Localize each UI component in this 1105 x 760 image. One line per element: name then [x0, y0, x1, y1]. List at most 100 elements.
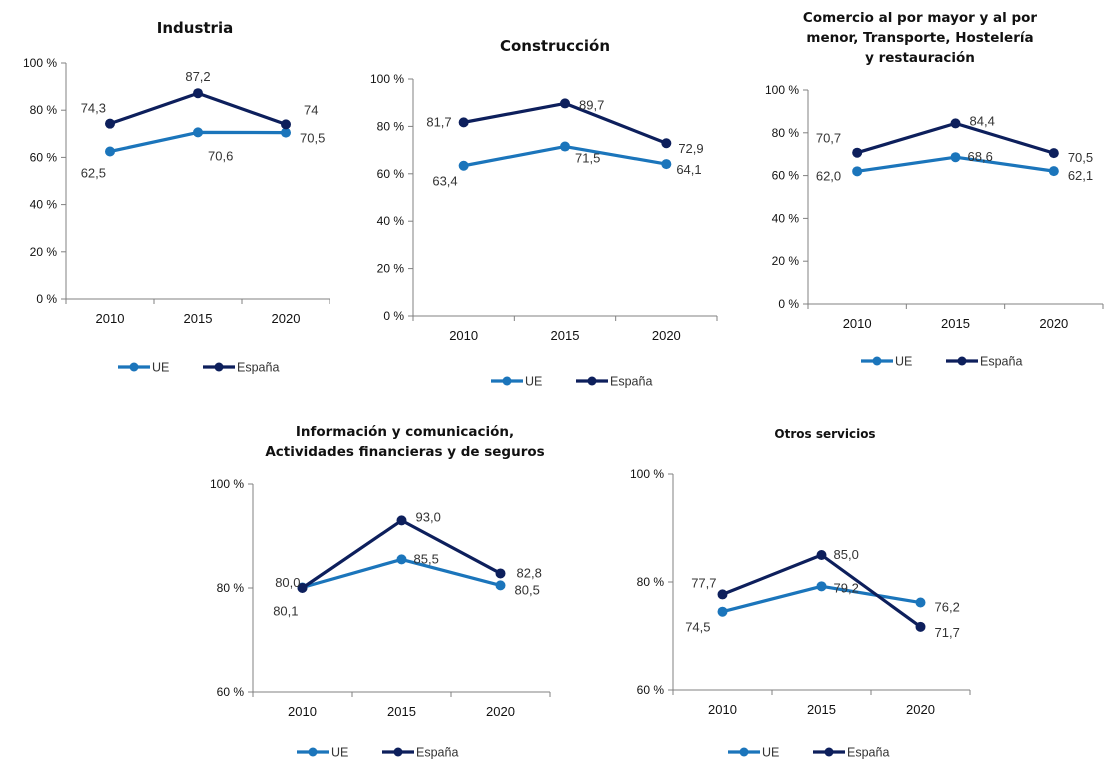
x-tick-label: 2010 [708, 702, 737, 717]
y-tick-label: 0 % [36, 292, 57, 306]
y-tick-label: 80 % [772, 126, 800, 140]
y-tick-label: 0 % [383, 309, 404, 323]
data-label-ue: 79,2 [834, 580, 859, 595]
data-point-espana [193, 88, 203, 99]
legend-label-ue: UE [762, 746, 779, 760]
data-point-ue [193, 127, 203, 138]
y-tick-label: 40 % [772, 211, 800, 225]
data-label-ue: 71,5 [575, 151, 600, 166]
chart-panel-construccion: Construcción 0 % 20 % 40 % 60 % 80 % 100 % 201… [370, 0, 730, 400]
data-point-espana [915, 621, 926, 632]
data-point-ue [281, 127, 291, 138]
y-tick-label: 100 % [210, 477, 244, 491]
legend-marker-ue [739, 747, 749, 757]
data-label-ue: 70,6 [208, 148, 233, 163]
data-label-ue: 80,1 [273, 603, 298, 618]
legend-marker-ue [308, 747, 318, 757]
data-label-espana: 84,4 [970, 113, 995, 128]
chart-panel-industria: Industria 0 % 20 % 40 % 60 % 80 % 100 % 2010 20… [0, 0, 330, 385]
data-label-espana: 70,5 [1068, 150, 1093, 165]
data-label-ue: 68,6 [968, 149, 993, 164]
data-label-espana: 85,0 [834, 547, 859, 562]
line-chart-construccion: 0 % 20 % 40 % 60 % 80 % 100 % 2010 2015 2020 63,4… [370, 72, 718, 389]
chart-title: Información y comunicación, Actividades … [265, 424, 545, 460]
x-tick-label: 2015 [184, 311, 213, 326]
y-tick-label: 100 % [630, 467, 664, 481]
y-tick-label: 60 % [637, 683, 665, 697]
data-label-espana: 72,9 [678, 141, 703, 156]
y-tick-label: 100 % [370, 72, 404, 86]
legend-marker-espana [214, 362, 224, 372]
data-point-espana [950, 118, 961, 129]
data-label-espana: 82,8 [517, 565, 542, 580]
legend-label-ue: UE [331, 746, 348, 760]
chart-panel-informacion: Información y comunicación, Actividades … [180, 410, 580, 760]
y-tick-label: 80 % [217, 581, 245, 595]
y-tick-label: 80 % [30, 103, 58, 117]
chart-title: Industria [156, 19, 234, 37]
y-tick-label: 100 % [23, 56, 57, 70]
x-tick-label: 2020 [652, 328, 681, 343]
chart-title: Otros servicios [774, 427, 876, 441]
data-point-ue [396, 554, 407, 565]
data-label-espana: 89,7 [579, 97, 604, 112]
data-label-espana: 71,7 [935, 625, 960, 640]
legend-label-espana: España [847, 746, 889, 760]
data-point-espana [717, 589, 728, 600]
data-point-ue [661, 159, 672, 170]
y-tick-label: 80 % [377, 119, 405, 133]
legend-marker-espana [957, 356, 967, 366]
x-tick-label: 2010 [288, 704, 317, 719]
data-point-ue [950, 152, 961, 163]
line-chart-industria: 0 % 20 % 40 % 60 % 80 % 100 % 2010 2015 2020 62,5… [23, 56, 330, 375]
line-chart-otros-servicios: 60 % 80 % 100 % 2010 2015 2020 74,5 79,2 76,2 77,… [630, 467, 971, 760]
chart-title: Comercio al por mayor y al por menor, Tr… [802, 10, 1038, 66]
y-tick-label: 0 % [778, 297, 799, 311]
legend-label-espana: España [416, 746, 458, 760]
data-label-ue: 76,2 [935, 600, 960, 615]
y-tick-label: 20 % [377, 262, 405, 276]
line-chart-comercio: 0 % 20 % 40 % 60 % 80 % 100 % 2010 2015 2020 62,0… [765, 83, 1104, 369]
x-tick-label: 2015 [807, 702, 836, 717]
y-tick-label: 40 % [30, 198, 58, 212]
data-point-espana [852, 147, 863, 158]
data-label-ue: 62,0 [816, 168, 841, 183]
legend-label-espana: España [610, 375, 652, 389]
data-point-espana [297, 583, 308, 593]
data-label-espana: 77,7 [691, 575, 716, 590]
data-point-espana [458, 117, 469, 128]
y-tick-label: 20 % [30, 245, 58, 259]
chart-panel-otros-servicios: Otros servicios 60 % 80 % 100 % 2010 2015 202… [600, 410, 1000, 760]
data-label-ue: 74,5 [685, 620, 710, 635]
data-label-espana: 87,2 [185, 69, 210, 84]
x-tick-label: 2015 [551, 328, 580, 343]
data-point-espana [1048, 148, 1059, 159]
y-tick-label: 60 % [772, 169, 800, 183]
data-point-espana [105, 118, 115, 129]
data-label-espana: 80,0 [275, 575, 300, 590]
y-tick-label: 60 % [217, 685, 245, 699]
legend-label-espana: España [237, 361, 279, 375]
chart-panel-comercio: Comercio al por mayor y al por menor, Tr… [740, 0, 1105, 385]
x-tick-label: 2010 [96, 311, 125, 326]
data-point-espana [396, 515, 407, 526]
data-label-ue: 85,5 [414, 551, 439, 566]
x-tick-label: 2020 [906, 702, 935, 717]
legend-label-ue: UE [895, 355, 912, 369]
chart-title: Construcción [499, 37, 611, 55]
data-point-ue [915, 597, 926, 608]
data-point-ue [852, 166, 863, 177]
data-point-ue [105, 146, 115, 157]
data-label-ue: 80,5 [515, 582, 540, 597]
data-point-espana [560, 98, 570, 109]
x-tick-label: 2020 [272, 311, 301, 326]
data-label-espana: 93,0 [416, 509, 441, 524]
x-tick-label: 2020 [1039, 316, 1068, 331]
data-point-espana [281, 119, 291, 130]
data-point-ue [816, 581, 827, 592]
data-point-espana [661, 138, 672, 149]
data-label-espana: 74 [304, 102, 318, 117]
legend-label-espana: España [980, 355, 1022, 369]
y-tick-label: 60 % [30, 150, 58, 164]
legend-marker-espana [587, 376, 597, 386]
